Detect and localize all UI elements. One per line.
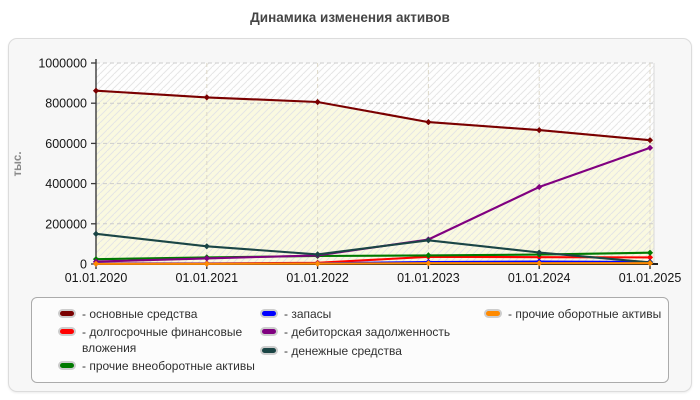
y-tick-label-2: 400000 <box>45 177 87 191</box>
legend-swatch-0 <box>58 309 76 318</box>
series-marker-4-1 <box>203 255 210 262</box>
chart-title: Динамика изменения активов <box>250 10 450 25</box>
legend-swatch-4 <box>260 327 278 337</box>
series-marker-1-5 <box>646 254 654 261</box>
series-marker-0-2 <box>314 98 321 106</box>
legend-swatch-2 <box>58 361 76 371</box>
legend-item-2: - прочие внеоборотные активы <box>58 359 260 374</box>
x-tick-label-2: 01.01.2022 <box>286 271 349 285</box>
series-marker-0-0 <box>92 87 100 94</box>
series-marker-0-3 <box>425 118 432 126</box>
legend-swatch-5 <box>260 345 278 355</box>
legend-item-1: - долгосрочные финансовые вложения <box>58 325 260 356</box>
legend-label-1: - долгосрочные финансовые вложения <box>82 325 243 355</box>
legend-swatch-3 <box>260 309 278 318</box>
series-line-0 <box>94 89 652 142</box>
legend-column-0: - основные средства - долгосрочные финанс… <box>58 307 260 378</box>
series-marker-6-5 <box>646 260 654 267</box>
y-tick-label-5: 1000000 <box>38 57 87 71</box>
legend-label-5: - денежные средства <box>284 343 402 358</box>
y-tick-label-4: 800000 <box>45 97 87 111</box>
legend-label-6: - прочие оборотные активы <box>508 307 662 321</box>
series-marker-4-4 <box>536 183 543 191</box>
y-tick-label-0: 0 <box>80 258 87 272</box>
series-marker-6-0 <box>92 260 100 267</box>
legend-item-0: - основные средства <box>58 307 260 322</box>
x-tick-label-4: 01.01.2024 <box>508 271 571 285</box>
x-tick-label-0: 01.01.2020 <box>65 271 128 285</box>
legend-swatch-6 <box>484 309 502 318</box>
legend-column-1: - запасы - дебиторская задолженность - ден… <box>260 307 484 378</box>
legend-column-2: - прочие оборотные активы <box>484 307 662 378</box>
series-marker-5-2 <box>314 251 321 258</box>
legend-item-6: - прочие оборотные активы <box>484 307 662 322</box>
series-marker-6-2 <box>314 260 321 267</box>
series-marker-5-0 <box>92 230 100 237</box>
y-tick-label-1: 200000 <box>45 217 87 231</box>
series-marker-2-3 <box>425 252 432 259</box>
hatch-overlay <box>96 63 654 264</box>
x-tick-label-3: 01.01.2023 <box>397 271 460 285</box>
series-marker-6-4 <box>536 260 543 267</box>
x-tick-label-5: 01.01.2025 <box>619 271 682 285</box>
series-marker-5-4 <box>536 249 543 256</box>
series-marker-0-1 <box>203 94 210 101</box>
series-marker-2-5 <box>646 249 654 256</box>
y-axis-unit-label: тыс. <box>12 151 24 176</box>
series-marker-5-3 <box>425 237 432 244</box>
legend-item-5: - денежные средства <box>260 344 484 359</box>
chart-legend: - основные средства - долгосрочные финанс… <box>31 297 669 383</box>
series-marker-4-5 <box>646 144 654 151</box>
legend-label-3: - запасы <box>284 307 332 321</box>
series-marker-6-1 <box>203 260 210 267</box>
series-marker-0-4 <box>536 127 543 134</box>
legend-label-0: - основные средства <box>82 307 198 321</box>
legend-item-3: - запасы <box>260 307 484 322</box>
y-tick-label-3: 600000 <box>45 137 87 151</box>
legend-item-4: - дебиторская задолженность <box>260 325 484 340</box>
x-tick-label-1: 01.01.2021 <box>176 271 239 285</box>
series-marker-0-5 <box>646 137 654 144</box>
legend-label-2: - прочие внеоборотные активы <box>82 359 255 374</box>
legend-swatch-1 <box>58 327 76 337</box>
series-line-5 <box>94 232 652 264</box>
series-marker-5-1 <box>203 243 210 250</box>
chart-panel: 0 200000 400000 600000 800000 1000000 01.01.20… <box>8 38 692 392</box>
series-line-6 <box>94 262 652 265</box>
legend-label-4: - дебиторская задолженность <box>284 325 451 340</box>
line-chart: 0 200000 400000 600000 800000 1000000 01.01.20… <box>12 57 682 286</box>
